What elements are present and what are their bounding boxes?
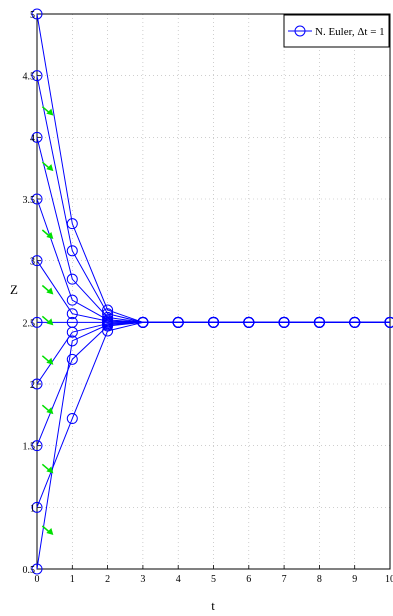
x-tick-label: 6 — [246, 574, 251, 585]
series-2 — [31, 70, 393, 328]
data-point — [66, 326, 78, 338]
direction-arrow — [41, 284, 54, 295]
direction-arrows — [41, 106, 54, 535]
axis-ticks — [36, 13, 391, 570]
data-point — [208, 316, 219, 328]
x-tick-label: 8 — [317, 574, 322, 585]
data-point — [278, 316, 290, 328]
legend-marker-sample — [294, 25, 306, 37]
data-point — [31, 440, 43, 452]
y-tick-label: 4 — [30, 133, 35, 144]
x-tick-label: 4 — [176, 574, 181, 585]
direction-arrow — [41, 355, 54, 365]
y-tick-label: 1.5 — [23, 442, 36, 453]
data-point — [102, 319, 114, 331]
x-tick-label: 3 — [140, 574, 145, 585]
data-point — [66, 308, 78, 320]
series-7 — [31, 316, 393, 390]
x-tick-label: 0 — [35, 574, 40, 585]
data-point — [384, 316, 393, 328]
series-line — [36, 260, 390, 323]
y-tick-label: 4.5 — [23, 72, 36, 83]
x-tick-label: 5 — [211, 574, 216, 585]
y-tick-label: 3 — [30, 257, 35, 268]
data-point — [66, 353, 78, 365]
x-tick-label: 2 — [105, 574, 110, 585]
data-point — [31, 131, 43, 143]
series-4 — [31, 193, 393, 328]
data-point — [66, 294, 78, 306]
series-1 — [31, 8, 393, 328]
series-lines — [31, 8, 393, 575]
x-tick-label: 9 — [352, 574, 357, 585]
y-tick-labels: 0.5 1 1.5 2 2.5 3 3.5 4 4.5 5 — [23, 10, 36, 576]
direction-arrow — [41, 463, 54, 474]
data-point — [243, 316, 255, 328]
data-point — [66, 413, 78, 425]
y-tick-label: 0.5 — [23, 565, 36, 576]
direction-arrow — [41, 161, 54, 172]
grid — [37, 14, 390, 569]
x-tick-labels: 0 1 2 3 4 5 6 7 8 9 10 — [35, 574, 393, 585]
y-tick-label: 5 — [30, 10, 35, 21]
series-3 — [31, 131, 393, 328]
data-point — [31, 8, 43, 20]
data-point — [31, 70, 43, 82]
legend-entry: N. Euler, Δt = 1 — [315, 26, 385, 38]
data-point — [31, 378, 43, 390]
data-point — [349, 316, 361, 328]
series-line — [36, 321, 390, 570]
direction-arrow — [41, 315, 54, 326]
series-5 — [31, 255, 393, 328]
x-tick-label: 1 — [70, 574, 75, 585]
x-tick-label: 10 — [385, 574, 393, 585]
y-tick-label: 2.5 — [23, 318, 36, 329]
series-10 — [31, 316, 393, 575]
plot-area — [36, 13, 391, 570]
direction-arrow — [41, 404, 54, 415]
data-point — [31, 316, 43, 328]
y-tick-label: 3.5 — [23, 195, 36, 206]
data-point — [31, 193, 43, 205]
data-point — [31, 563, 43, 575]
y-tick-label: 1 — [30, 503, 35, 514]
direction-arrow — [41, 525, 54, 535]
x-tick-label: 7 — [282, 574, 287, 585]
data-point — [102, 325, 114, 337]
y-axis-label: Z — [10, 282, 18, 297]
data-point — [313, 316, 325, 328]
data-point — [31, 501, 43, 513]
y-tick-label: 2 — [30, 380, 35, 391]
data-point — [172, 316, 184, 328]
data-point — [66, 335, 78, 347]
data-point — [66, 273, 78, 285]
data-point — [31, 255, 43, 267]
direction-arrow — [41, 229, 54, 239]
direction-arrow — [41, 106, 54, 116]
x-axis-label: t — [211, 598, 215, 613]
legend: N. Euler, Δt = 1 — [283, 14, 390, 48]
data-point — [137, 316, 149, 328]
data-point — [66, 245, 78, 257]
series-line — [36, 13, 390, 323]
